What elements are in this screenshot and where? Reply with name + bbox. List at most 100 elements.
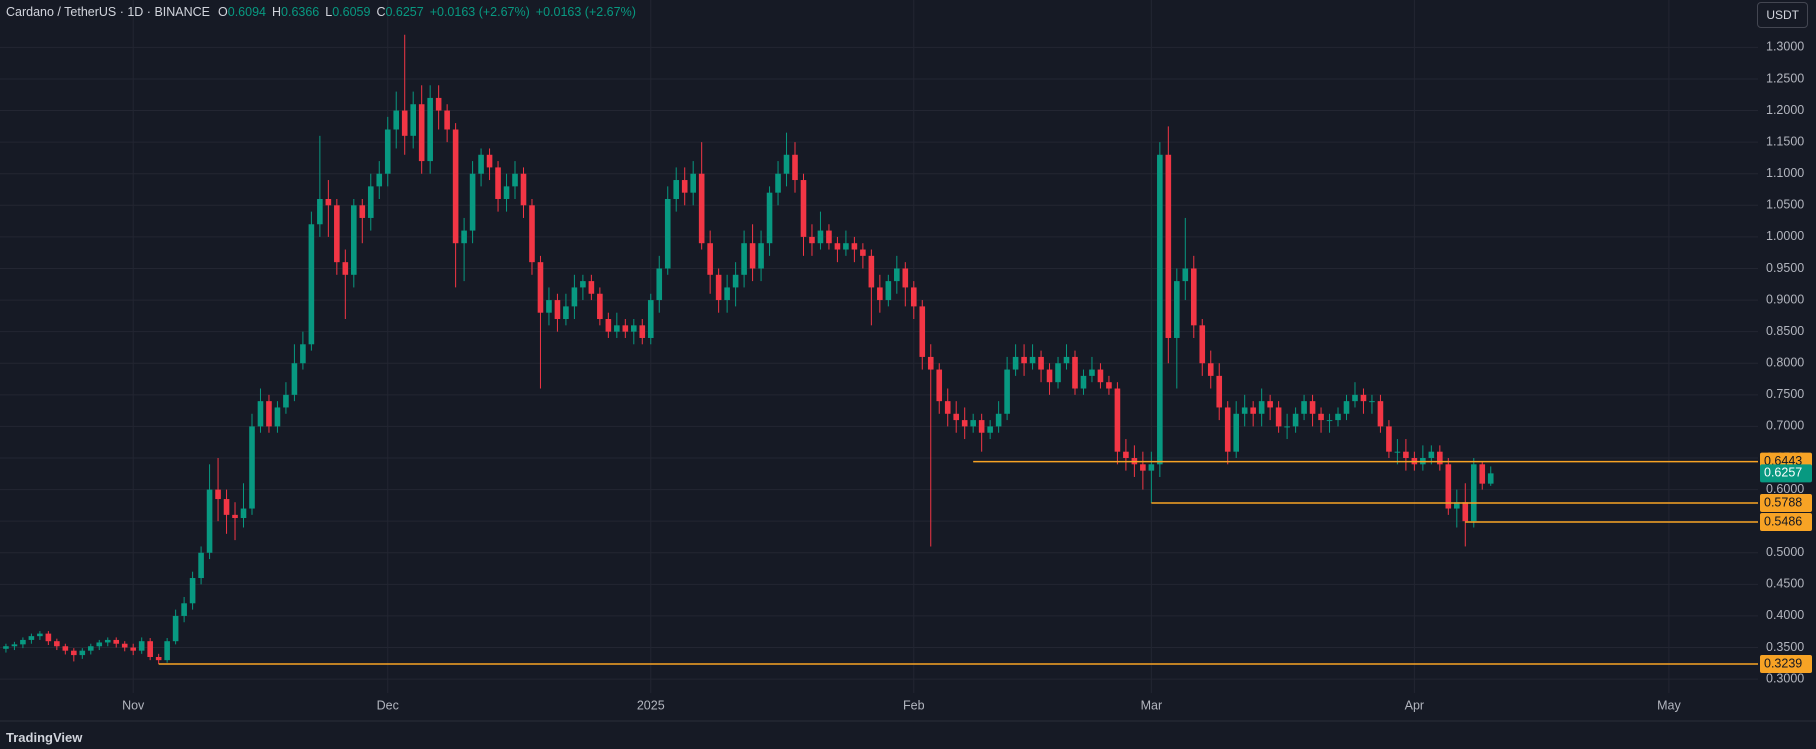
candle-body — [1352, 394, 1358, 402]
x-tick-label: Apr — [1405, 698, 1424, 712]
candle-body — [444, 110, 450, 130]
ohlc-letter: O — [218, 5, 228, 19]
candle-body — [630, 325, 637, 332]
candle-body — [1224, 407, 1231, 452]
y-tick-label: 0.8000 — [1766, 356, 1804, 370]
candle-body — [87, 646, 94, 651]
candle-body — [902, 268, 909, 288]
candle-body — [181, 603, 187, 616]
symbol-header: Cardano / TetherUS · 1D · BINANCE O0.6094… — [6, 5, 642, 19]
candle-body — [147, 641, 153, 657]
candle-body — [656, 268, 663, 301]
level-label: 0.5788 — [1764, 495, 1802, 509]
candle-body — [486, 154, 493, 168]
candle-body — [1165, 154, 1172, 338]
candle-body — [1267, 401, 1273, 408]
y-tick-label: 1.2500 — [1766, 71, 1804, 85]
candle-body — [1284, 426, 1290, 428]
candle-body — [597, 293, 603, 320]
candle-body — [351, 205, 357, 275]
y-tick-label: 0.8500 — [1766, 324, 1804, 338]
candle-body — [54, 641, 60, 647]
level-label-box — [1760, 513, 1812, 532]
candle-body — [1292, 413, 1299, 427]
level-label: 0.3239 — [1764, 656, 1802, 670]
candle-body — [300, 344, 306, 364]
candle-body — [232, 514, 238, 519]
ohlc-letter: C — [376, 5, 386, 19]
candle-body — [291, 363, 298, 395]
candle-body — [503, 186, 510, 199]
candle-body — [274, 407, 281, 427]
candle-body — [546, 300, 552, 313]
candle-body — [198, 552, 204, 579]
level-label: 0.5486 — [1764, 514, 1802, 528]
candle-body — [783, 154, 790, 174]
candle-body — [792, 154, 798, 181]
candle-body — [571, 287, 578, 307]
candle-body — [978, 420, 985, 433]
candle-body — [681, 180, 688, 193]
candle-body — [1241, 407, 1248, 414]
candle-body — [495, 167, 501, 199]
candle-body — [1250, 407, 1256, 414]
x-tick-label: Nov — [122, 698, 145, 712]
candle-body — [944, 401, 951, 414]
candle-body — [1470, 464, 1477, 522]
candle-body — [1097, 369, 1104, 383]
candle-body — [1369, 401, 1375, 403]
candle-body — [715, 274, 722, 301]
candle-body — [1055, 363, 1061, 383]
candle-body — [1004, 369, 1010, 414]
currency-button[interactable]: USDT — [1757, 2, 1808, 28]
candle-body — [317, 198, 323, 225]
candle-body — [826, 230, 832, 244]
candle-body — [529, 205, 535, 263]
candle-body — [622, 325, 629, 332]
candle-body — [113, 639, 120, 644]
ohlc-value: 0.6366 — [281, 5, 320, 19]
candle-body — [96, 642, 103, 647]
candle-body — [189, 578, 196, 604]
candle-body — [698, 173, 705, 244]
candle-body — [1309, 401, 1316, 414]
candle-body — [520, 173, 527, 206]
candle-body — [20, 639, 26, 645]
candle-body — [325, 198, 332, 206]
candle-body — [707, 243, 713, 275]
y-tick-label: 0.3500 — [1766, 640, 1804, 654]
candle-body — [834, 243, 841, 250]
candle-body — [758, 243, 764, 269]
level-label-box — [1760, 493, 1812, 512]
y-tick-label: 0.4500 — [1766, 577, 1804, 591]
candle-body — [469, 173, 476, 231]
candle-body — [732, 274, 739, 288]
candle-body — [393, 110, 400, 130]
candle-body — [894, 268, 900, 282]
price-change: +0.0163 (+2.67%) — [535, 5, 636, 19]
symbol-title: Cardano / TetherUS · 1D · BINANCE — [6, 5, 211, 19]
candle-body — [478, 154, 484, 174]
candle-body — [987, 426, 993, 433]
candle-body — [1487, 473, 1494, 484]
candle-body — [342, 262, 349, 275]
ohlc-letter: L — [325, 5, 333, 19]
candle-body — [639, 325, 646, 338]
candle-body — [537, 262, 544, 313]
candle-body — [249, 426, 255, 509]
candle-body — [1360, 394, 1367, 402]
y-tick-label: 0.7500 — [1766, 387, 1804, 401]
candle-body — [130, 647, 137, 651]
candle-body — [800, 180, 807, 237]
candle-body — [647, 300, 654, 338]
candle-body — [266, 401, 272, 427]
candle-body — [1123, 451, 1129, 458]
candle-body — [995, 413, 1002, 427]
candle-body — [172, 615, 179, 642]
candle-body — [741, 243, 747, 275]
candle-body — [1114, 388, 1121, 452]
candle-body — [1394, 451, 1401, 453]
candle-body — [1428, 451, 1435, 458]
y-tick-label: 0.7000 — [1766, 419, 1804, 433]
